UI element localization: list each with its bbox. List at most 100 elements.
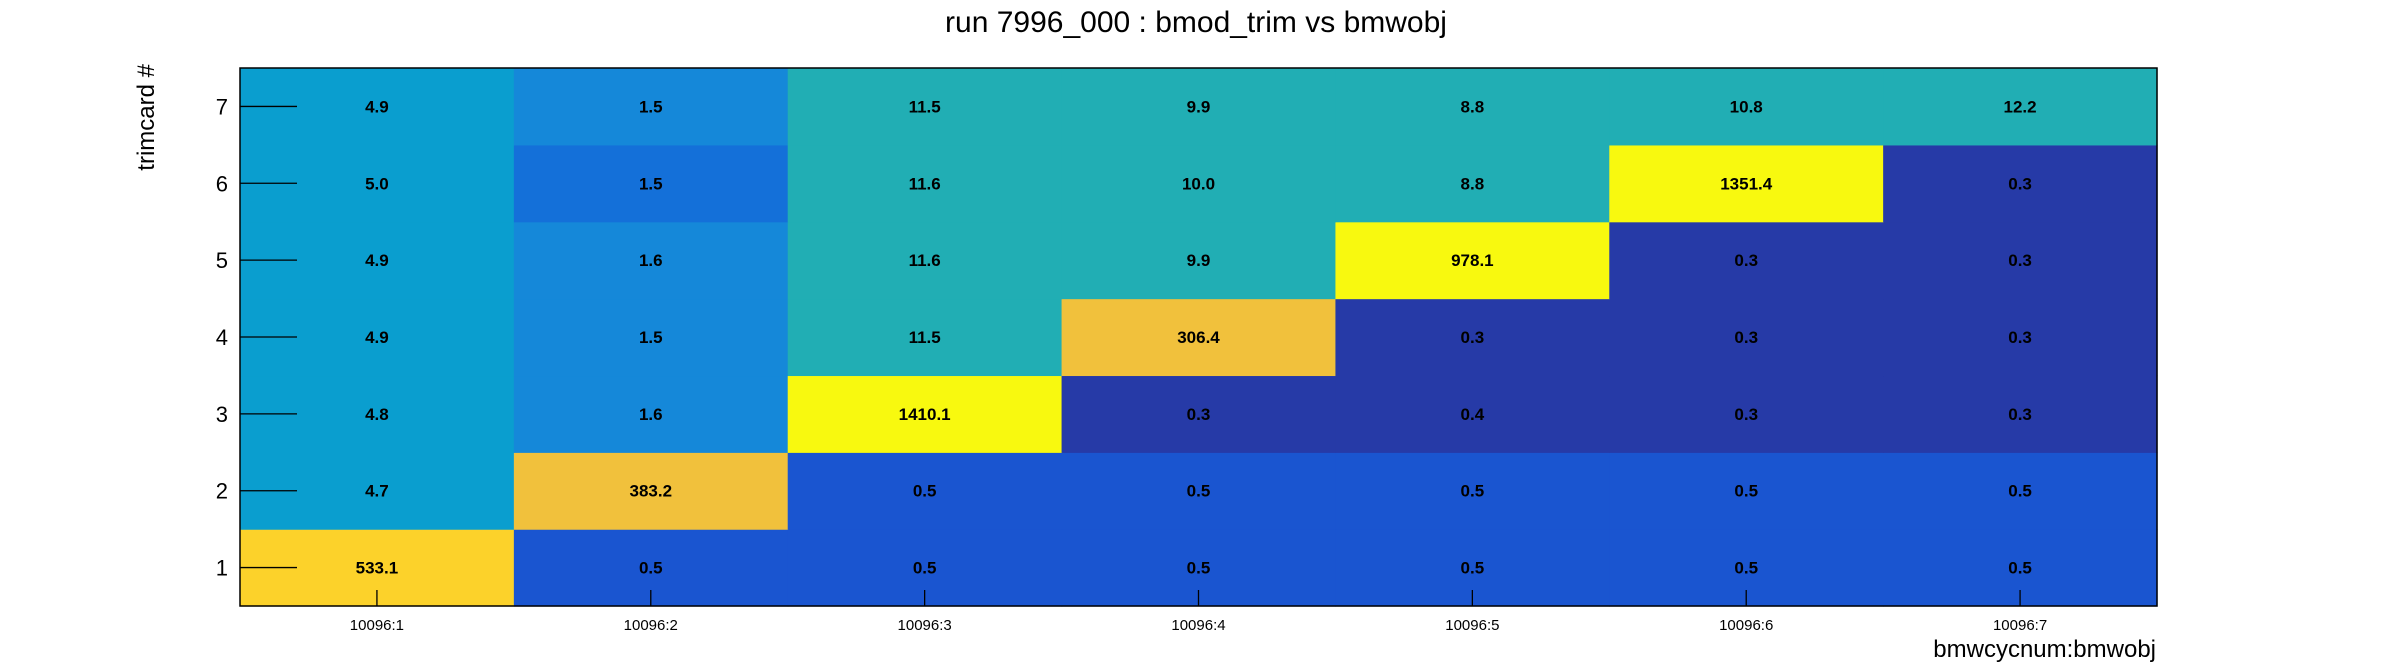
heatmap-cell (1335, 221, 1610, 300)
heatmap-cell (1609, 298, 1884, 377)
cell-value-label: 978.1 (1451, 251, 1494, 270)
cell-value-label: 1.5 (639, 97, 663, 116)
cell-value-label: 1.5 (639, 174, 663, 193)
heatmap-cell (787, 452, 1063, 530)
cell-value-label: 4.9 (365, 328, 389, 347)
heatmap-cell (787, 221, 1063, 300)
cell-value-label: 1.6 (639, 405, 663, 424)
heatmap-cell (1061, 221, 1337, 300)
heatmap-cell (1061, 298, 1337, 377)
y-tick-label: 5 (216, 248, 228, 273)
x-tick-label: 10096:2 (624, 617, 678, 634)
y-tick-label: 4 (216, 325, 228, 350)
cell-value-label: 0.3 (1734, 251, 1758, 270)
cell-value-label: 0.3 (2008, 174, 2032, 193)
cell-value-label: 383.2 (630, 482, 673, 501)
cell-value-label: 0.5 (1734, 559, 1758, 578)
cell-value-label: 0.3 (2008, 405, 2032, 424)
heatmap-cell (513, 298, 789, 377)
y-tick-label: 1 (216, 556, 228, 581)
cell-value-label: 0.5 (1461, 482, 1485, 501)
x-tick-label: 10096:7 (1993, 617, 2047, 634)
heatmap-cell (513, 452, 789, 530)
cell-value-label: 0.5 (2008, 559, 2032, 578)
x-tick-label: 10096:3 (898, 617, 952, 634)
heatmap-cell (1335, 452, 1610, 530)
heatmap-cell (513, 144, 789, 223)
cell-value-label: 0.5 (913, 559, 937, 578)
cell-value-label: 9.9 (1187, 97, 1211, 116)
y-tick-label: 3 (216, 402, 228, 427)
cell-value-label: 533.1 (356, 559, 399, 578)
cell-value-label: 0.3 (1187, 405, 1211, 424)
heatmap-cell (1883, 298, 2158, 377)
heatmap-cell (1335, 144, 1610, 223)
y-axis-label: trimcard # (133, 63, 160, 170)
heatmap-cell (787, 375, 1063, 453)
heatmap-cells (240, 68, 2158, 607)
heatmap-cell-labels: 533.1 0.5 0.5 0.5 0.5 0.5 0.5 4.7 383.2 0.5 0.5 0.5… (356, 97, 2037, 577)
cell-value-label: 1410.1 (899, 405, 951, 424)
x-tick-label: 10096:5 (1445, 617, 1499, 634)
cell-value-label: 4.7 (365, 482, 389, 501)
heatmap-cell (1609, 144, 1884, 223)
heatmap-cell (513, 375, 789, 453)
y-tick-label: 6 (216, 171, 228, 196)
cell-value-label: 10.0 (1182, 174, 1215, 193)
cell-value-label: 10.8 (1730, 97, 1763, 116)
cell-value-label: 0.5 (1461, 559, 1485, 578)
cell-value-label: 0.3 (2008, 251, 2032, 270)
chart-title: run 7996_000 : bmod_trim vs bmwobj (945, 6, 1447, 39)
cell-value-label: 1.5 (639, 328, 663, 347)
y-tick-label: 7 (216, 94, 228, 119)
cell-value-label: 306.4 (1177, 328, 1220, 347)
cell-value-label: 11.6 (909, 174, 941, 193)
heatmap-cell (1061, 68, 1337, 146)
cell-value-label: 0.4 (1461, 405, 1485, 424)
heatmap-cell (1335, 298, 1610, 377)
heatmap-cell (1335, 68, 1610, 146)
cell-value-label: 4.9 (365, 97, 389, 116)
heatmap-cell (1883, 221, 2158, 300)
heatmap-cell (1061, 375, 1337, 453)
heatmap-cell (1335, 375, 1610, 453)
cell-value-label: 0.5 (1187, 482, 1211, 501)
heatmap-cell (1609, 68, 1884, 146)
heatmap-cell (787, 144, 1063, 223)
heatmap-cell (1609, 452, 1884, 530)
x-tick-label: 10096:1 (350, 617, 404, 634)
cell-value-label: 0.3 (1734, 328, 1758, 347)
cell-value-label: 11.6 (909, 251, 941, 270)
cell-value-label: 8.8 (1461, 174, 1485, 193)
cell-value-label: 12.2 (2004, 97, 2037, 116)
cell-value-label: 8.8 (1461, 97, 1485, 116)
cell-value-label: 0.3 (1461, 328, 1485, 347)
heatmap-cell (1061, 144, 1337, 223)
heatmap-cell (1609, 375, 1884, 453)
heatmap-cell (1883, 68, 2158, 146)
heatmap-cell (1883, 452, 2158, 530)
cell-value-label: 0.5 (913, 482, 937, 501)
axes: 1 2 3 4 5 6 7 10096:1 10096:2 10096:3 10096:4 10096… (216, 67, 2158, 634)
cell-value-label: 0.5 (1734, 482, 1758, 501)
cell-value-label: 0.5 (2008, 482, 2032, 501)
cell-value-label: 4.8 (365, 405, 389, 424)
heatmap-cell (1883, 375, 2158, 453)
heatmap-cell (513, 68, 789, 146)
x-tick-label: 10096:4 (1171, 617, 1225, 634)
cell-value-label: 0.3 (1734, 405, 1758, 424)
heatmap-cell (787, 68, 1063, 146)
heatmap-cell (1609, 221, 1884, 300)
heatmap-cell (787, 298, 1063, 377)
heatmap-cell (1883, 144, 2158, 223)
cell-value-label: 0.5 (639, 559, 663, 578)
cell-value-label: 1.6 (639, 251, 663, 270)
cell-value-label: 0.5 (1187, 559, 1211, 578)
cell-value-label: 4.9 (365, 251, 389, 270)
cell-value-label: 11.5 (909, 328, 941, 347)
cell-value-label: 5.0 (365, 174, 389, 193)
y-tick-label: 2 (216, 479, 228, 504)
cell-value-label: 0.3 (2008, 328, 2032, 347)
cell-value-label: 1351.4 (1720, 174, 1773, 193)
